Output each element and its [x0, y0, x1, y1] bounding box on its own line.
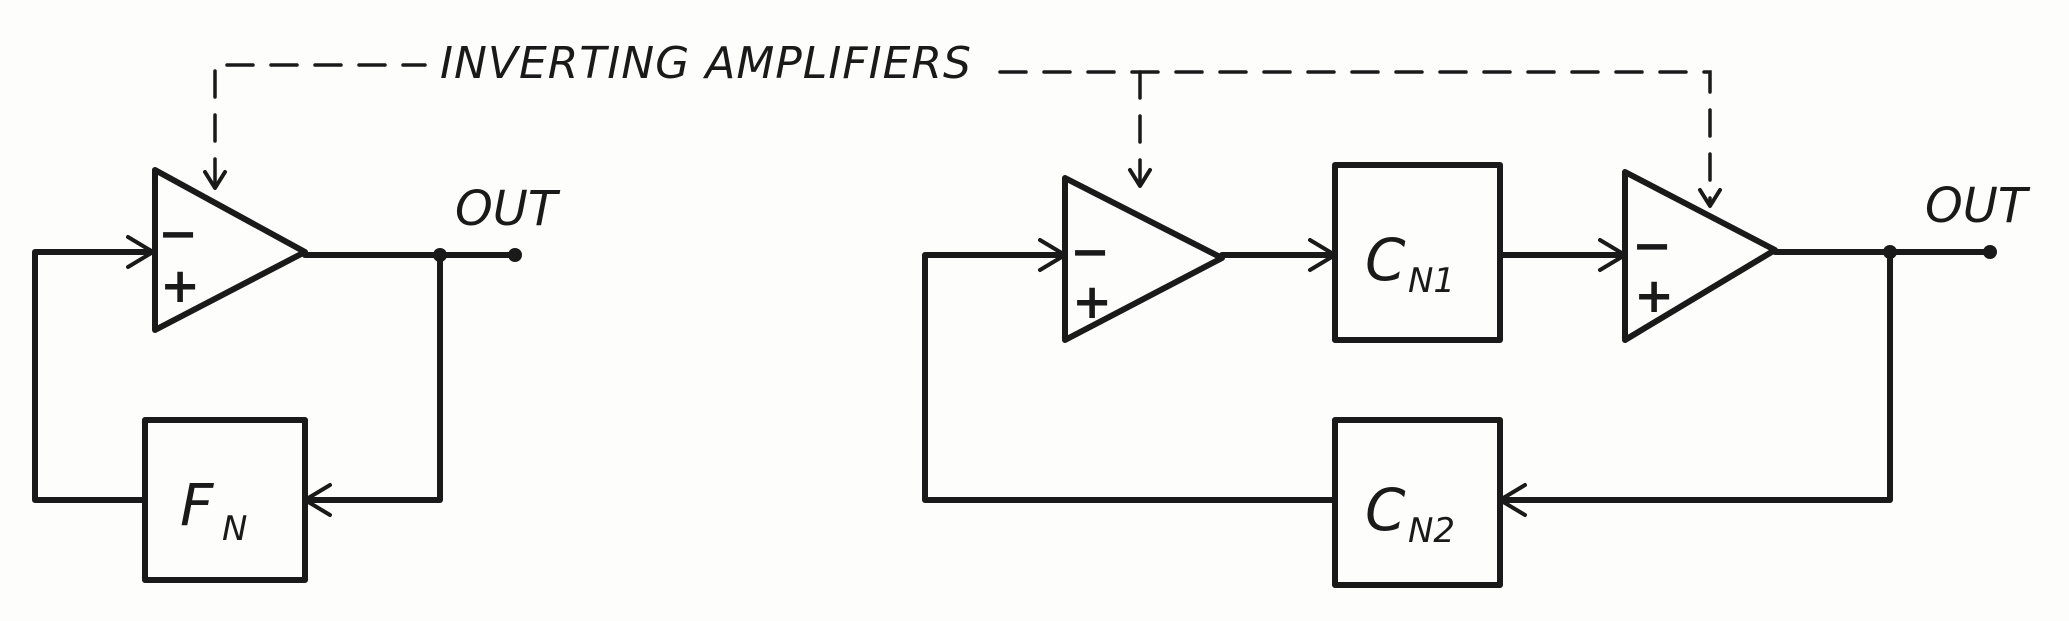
- right-feedback-wire-left: [922, 252, 1338, 503]
- cn2-sub: N2: [1408, 511, 1455, 551]
- right-feedback-wire-right: [1497, 249, 1893, 503]
- cn1-sub: N1: [1408, 261, 1455, 301]
- callout-lines: [203, 63, 1722, 208]
- left-out-terminal: [508, 248, 522, 262]
- left-out-label: OUT: [455, 181, 561, 237]
- cn1-label: C: [1365, 226, 1406, 294]
- callout-arrow-right: [1698, 188, 1722, 208]
- right-input-arrowhead: [1038, 238, 1067, 272]
- left-input-arrowhead: [126, 235, 155, 269]
- right-amp1-minus: −: [1070, 224, 1110, 280]
- right-out-label: OUT: [1925, 178, 2031, 234]
- callout-arrow-mid: [1128, 168, 1152, 188]
- left-block-sub: N: [222, 509, 247, 549]
- right-amp1-plus: +: [1072, 274, 1112, 330]
- right-amplifier-2: [1622, 169, 1778, 343]
- left-circuit: − + OUT F N: [32, 167, 561, 583]
- right-amp2-minus: −: [1632, 218, 1672, 274]
- right-amplifier-1: [1062, 175, 1225, 343]
- left-feedback-block: [142, 417, 308, 583]
- left-amp-plus: +: [160, 258, 200, 314]
- title-label: INVERTING AMPLIFIERS: [440, 38, 972, 89]
- cn2-label: C: [1365, 476, 1406, 544]
- right-circuit: − + C N1 − + OUT C N2: [922, 162, 2031, 588]
- callout-arrow-left: [203, 170, 227, 190]
- left-feedback-wire-right: [302, 252, 443, 503]
- cn2-block: [1332, 417, 1503, 588]
- left-block-label: F: [180, 471, 215, 539]
- right-out-terminal: [1983, 245, 1997, 259]
- right-amp2-plus: +: [1634, 268, 1674, 324]
- left-feedback-wire-left: [32, 249, 158, 503]
- left-amp-minus: −: [158, 206, 198, 262]
- cn1-block: [1332, 162, 1503, 343]
